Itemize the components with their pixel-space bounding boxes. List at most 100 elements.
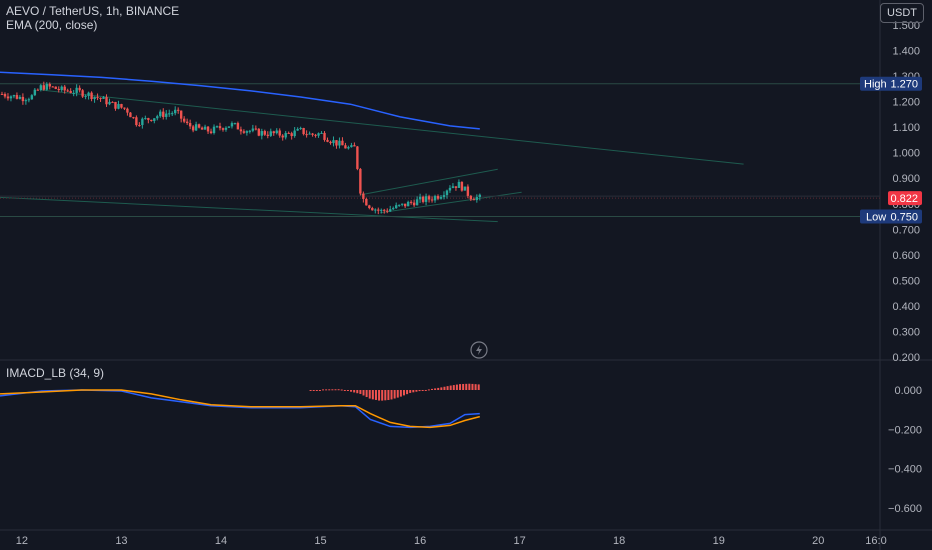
candle-body <box>427 196 431 200</box>
candlestick-series[interactable] <box>0 81 482 215</box>
candle-body <box>374 209 377 211</box>
candle-body <box>114 101 117 109</box>
candle-body <box>454 186 458 188</box>
candle-body <box>424 196 428 202</box>
price-tick-label: 0.500 <box>892 275 920 287</box>
candle-body <box>176 109 180 111</box>
macd-histogram-bar <box>446 386 449 390</box>
candle-body <box>45 83 48 90</box>
candle-body <box>341 140 344 146</box>
trendlines <box>0 89 744 223</box>
candle-body <box>418 196 422 200</box>
macd-histogram-bar <box>399 390 402 397</box>
price-tick-label: 0.900 <box>892 173 920 185</box>
macd-histogram-bar <box>337 389 340 391</box>
high-label-caption: High <box>864 79 887 91</box>
candle-body <box>42 85 46 90</box>
candle-body <box>120 104 123 108</box>
candle-body <box>72 92 75 94</box>
macd-histogram-bar <box>424 389 427 391</box>
candle-body <box>403 203 407 207</box>
candle-body <box>132 117 135 119</box>
candle-body <box>275 130 278 134</box>
candle-body <box>24 100 28 102</box>
macd-histogram-bar <box>371 390 374 400</box>
macd-histogram-bar <box>462 383 465 390</box>
candle-body <box>400 203 404 205</box>
macd-histogram-bar <box>434 388 437 390</box>
candle-body <box>36 89 40 91</box>
candle-body <box>84 95 87 97</box>
time-tick-label: 18 <box>613 535 625 547</box>
candle-body <box>87 92 90 96</box>
horizontal-level-lines <box>0 83 880 218</box>
macd-histogram-bar <box>368 390 371 399</box>
candle-body <box>320 132 323 134</box>
macd-histogram-bar <box>381 390 384 401</box>
macd-pane[interactable]: 0.000 −0.200 −0.400 −0.600 <box>0 383 922 515</box>
candle-body <box>302 128 305 135</box>
macd-histogram-bar <box>459 384 462 390</box>
macd-indicator-label[interactable]: IMACD_LB (34, 9) <box>6 366 105 380</box>
macd-signal-line <box>0 389 480 429</box>
candle-body <box>415 199 419 206</box>
candle-body <box>305 134 308 136</box>
candle-body <box>281 135 284 138</box>
candle-body <box>251 128 255 131</box>
candle-body <box>457 181 461 188</box>
macd-histogram-bar <box>322 389 325 391</box>
candle-body <box>126 108 129 113</box>
macd-histogram-bar <box>353 390 356 393</box>
macd-histogram-bar <box>396 390 399 398</box>
candle-body <box>18 96 22 99</box>
candle-body <box>206 126 210 132</box>
candle-body <box>197 124 201 128</box>
time-tick-label: 17 <box>514 535 526 547</box>
candle-body <box>200 127 204 130</box>
macd-histogram-bar <box>452 385 455 390</box>
candle-body <box>293 130 296 137</box>
candle-body <box>162 111 165 117</box>
candle-body <box>221 128 225 130</box>
macd-histogram-bar <box>350 390 353 392</box>
low-label-value: 0.750 <box>890 212 918 224</box>
price-tick-label: 0.600 <box>892 250 920 262</box>
candle-body <box>209 131 213 134</box>
currency-button[interactable]: USDT <box>880 3 924 23</box>
candle-body <box>75 87 78 93</box>
candle-body <box>329 141 332 144</box>
candle-body <box>78 87 81 91</box>
last-price-value: 0.822 <box>890 193 918 205</box>
ema-indicator-label[interactable]: EMA (200, close) <box>6 18 98 32</box>
macd-histogram-bar <box>427 389 430 391</box>
macd-tick-label: 0.000 <box>894 385 922 397</box>
candle-body <box>332 140 335 144</box>
macd-histogram-bar <box>415 390 418 392</box>
candle-body <box>185 121 189 124</box>
time-axis[interactable]: 12 13 14 15 16 17 18 19 20 16:0 <box>16 535 887 547</box>
candle-body <box>144 118 147 120</box>
candle-body <box>475 197 479 201</box>
candle-body <box>290 133 293 137</box>
candle-body <box>156 116 159 119</box>
candle-body <box>111 101 114 103</box>
candle-body <box>463 186 467 191</box>
candle-body <box>135 117 138 126</box>
candle-body <box>478 194 482 198</box>
time-tick-label: 20 <box>812 535 824 547</box>
candle-body <box>263 131 266 135</box>
candle-body <box>12 95 16 97</box>
price-tick-label: 1.100 <box>892 122 920 134</box>
macd-histogram-bar <box>378 390 381 401</box>
candle-body <box>129 112 132 118</box>
macd-histogram-bar <box>440 387 443 390</box>
candle-body <box>171 113 174 115</box>
candle-body <box>338 140 341 146</box>
trendline <box>360 168 498 196</box>
symbol-title[interactable]: AEVO / TetherUS, 1h, BINANCE <box>6 4 180 18</box>
candle-body <box>245 131 249 133</box>
macd-tick-label: −0.200 <box>888 424 922 436</box>
macd-histogram-bar <box>477 384 480 390</box>
candle-body <box>311 133 314 135</box>
